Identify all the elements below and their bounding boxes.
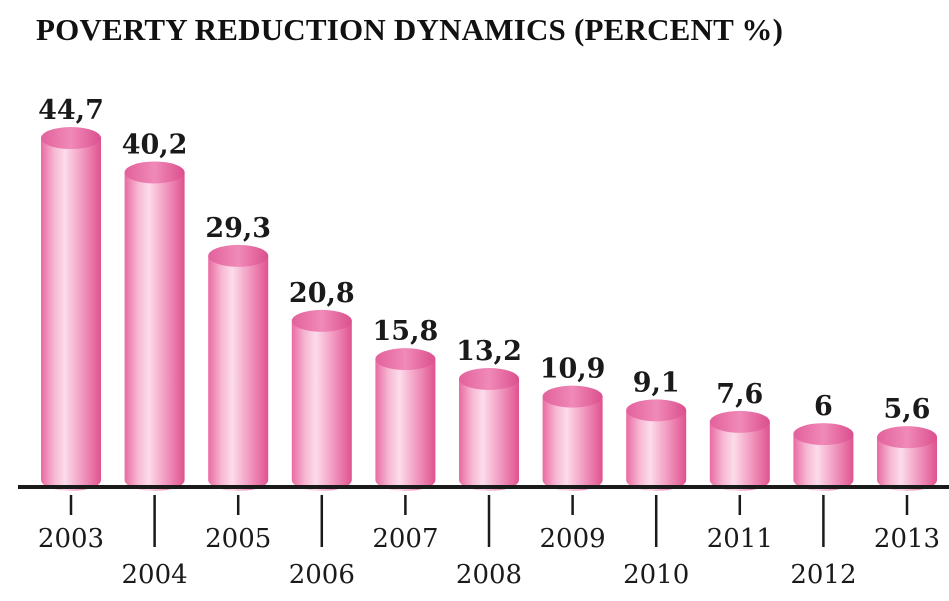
bar-body	[626, 410, 687, 491]
bar	[124, 161, 185, 491]
tick-label: 2013	[874, 524, 940, 554]
tick-label: 2007	[372, 524, 438, 554]
data-label: 13,2	[456, 336, 522, 367]
tick-label: 2009	[540, 524, 606, 554]
data-label: 7,6	[716, 379, 763, 410]
bar-body	[41, 138, 101, 492]
value-labels: 44,7 40,2 29,3 20,8 15,8 13,2 10,9 9,1 7,6 6 5,6	[38, 95, 930, 425]
bar-body	[877, 437, 937, 491]
tick-label: 2005	[205, 524, 271, 554]
bar-body	[208, 255, 269, 491]
tick-label: 2011	[707, 524, 773, 554]
tick-label: 2004	[122, 560, 188, 590]
bar	[877, 426, 937, 491]
bar-top	[375, 348, 436, 371]
bar	[793, 423, 854, 491]
bar-body	[709, 421, 770, 491]
x-axis-ticks: 2003 2004 2005 2006 2007 2008 2009 2010 2011 2012…	[38, 495, 940, 590]
data-label: 10,9	[540, 354, 606, 385]
bar-body	[459, 379, 519, 491]
tick-label: 2006	[289, 560, 355, 590]
data-label: 44,7	[38, 95, 104, 126]
bars	[41, 127, 937, 492]
data-label: 15,8	[373, 316, 439, 347]
bar	[626, 399, 687, 491]
bar-body	[124, 172, 185, 491]
bar	[459, 368, 519, 491]
bar-body	[542, 396, 603, 491]
bar	[375, 348, 436, 491]
data-label: 40,2	[122, 129, 188, 160]
bar-top	[291, 309, 352, 332]
bar-top	[626, 399, 687, 422]
data-label: 9,1	[633, 367, 680, 398]
tick-label: 2003	[38, 524, 104, 554]
bar-top	[709, 410, 770, 433]
bar-top	[542, 385, 603, 408]
data-label: 20,8	[289, 278, 355, 309]
bar-top	[208, 244, 269, 267]
tick-label: 2010	[623, 560, 689, 590]
bar-top	[124, 161, 185, 184]
bar-top	[41, 127, 101, 150]
data-label: 6	[814, 391, 833, 422]
bar-top	[793, 423, 854, 446]
bar	[208, 244, 269, 491]
tick-label: 2012	[790, 560, 856, 590]
bar	[41, 127, 101, 492]
bar-top	[459, 368, 519, 391]
bar	[709, 410, 770, 491]
bar	[542, 385, 603, 491]
chart-title: POVERTY REDUCTION DYNAMICS (PERCENT %)	[36, 12, 784, 47]
data-label: 29,3	[205, 213, 271, 244]
bar-body	[291, 320, 352, 491]
bar	[291, 309, 352, 491]
tick-label: 2008	[456, 560, 522, 590]
bar-body	[793, 434, 854, 491]
data-label: 5,6	[884, 394, 931, 425]
bar-body	[375, 359, 436, 491]
bar-top	[877, 426, 937, 449]
